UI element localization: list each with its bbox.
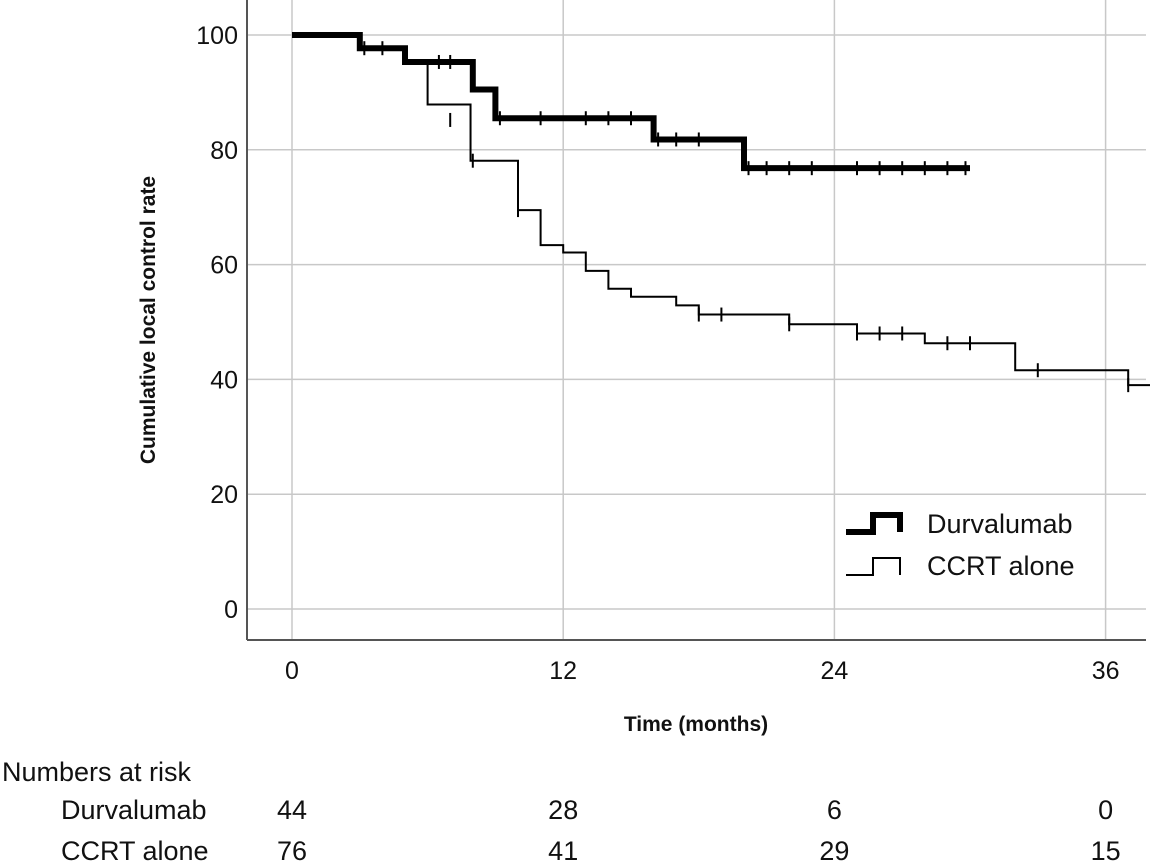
risk-value-durvalumab: 44 xyxy=(277,795,307,825)
risk-value-ccrt-alone: 76 xyxy=(277,836,307,866)
risk-table-title: Numbers at risk xyxy=(2,757,192,787)
x-tick-label: 0 xyxy=(285,657,299,685)
legend-item-ccrt-alone: CCRT alone xyxy=(846,551,1075,581)
km-curve-durvalumab xyxy=(292,32,970,172)
y-tick-label: 80 xyxy=(210,137,238,165)
y-tick-label: 60 xyxy=(210,252,238,280)
x-tick-label: 36 xyxy=(1092,657,1120,685)
legend-label-ccrt-alone: CCRT alone xyxy=(927,551,1075,581)
risk-row-label-durvalumab: Durvalumab xyxy=(61,795,207,825)
legend-swatch-ccrt-alone xyxy=(846,557,901,576)
x-tick-label: 12 xyxy=(549,657,577,685)
y-tick-label: 20 xyxy=(210,481,238,509)
y-tick-label: 0 xyxy=(224,596,238,624)
x-tick-labels: 0 12 24 36 xyxy=(285,657,1119,685)
risk-row-label-ccrt-alone: CCRT alone xyxy=(61,836,209,866)
y-tick-labels: 0 20 40 60 80 100 xyxy=(196,22,238,624)
series-ccrt-alone xyxy=(292,34,1150,393)
risk-table: Numbers at risk Durvalumab CCRT alone 44… xyxy=(2,757,1121,866)
y-axis-title: Cumulative local control rate xyxy=(137,176,160,464)
risk-value-durvalumab: 6 xyxy=(827,795,842,825)
x-axis-title: Time (months) xyxy=(624,713,768,736)
legend-item-durvalumab: Durvalumab xyxy=(846,509,1073,539)
risk-value-ccrt-alone: 29 xyxy=(819,836,849,866)
legend-label-durvalumab: Durvalumab xyxy=(927,509,1073,539)
y-tick-label: 100 xyxy=(196,22,238,50)
x-tick-label: 24 xyxy=(820,657,848,685)
plot-frame xyxy=(246,0,1146,641)
series-layer xyxy=(292,32,1150,393)
risk-value-durvalumab: 0 xyxy=(1098,795,1113,825)
km-curve-ccrt-alone xyxy=(292,34,1150,387)
risk-value-durvalumab: 28 xyxy=(548,795,578,825)
risk-values: 44 28 6 0 76 41 29 15 xyxy=(277,795,1121,866)
legend: Durvalumab CCRT alone xyxy=(846,509,1075,581)
grid xyxy=(247,0,1146,640)
y-tick-label: 40 xyxy=(210,366,238,394)
series-durvalumab xyxy=(292,32,970,176)
risk-value-ccrt-alone: 15 xyxy=(1091,836,1121,866)
legend-swatch-durvalumab xyxy=(846,512,903,535)
risk-value-ccrt-alone: 41 xyxy=(548,836,578,866)
